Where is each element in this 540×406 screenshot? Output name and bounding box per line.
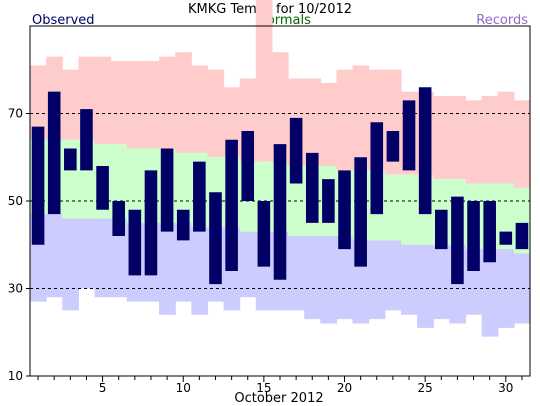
observed-bar bbox=[289, 117, 303, 184]
record-low-band bbox=[304, 236, 321, 320]
observed-bar bbox=[193, 161, 206, 232]
y-tick-label: 70 bbox=[8, 107, 23, 121]
gridline-layer bbox=[30, 113, 530, 289]
observed-bar bbox=[418, 87, 432, 215]
record-low-band bbox=[417, 244, 434, 328]
observed-bar bbox=[499, 231, 513, 245]
observed-bar bbox=[370, 122, 384, 215]
record-high-band bbox=[352, 65, 370, 171]
observed-bar bbox=[483, 201, 496, 263]
observed-bar bbox=[225, 139, 238, 271]
legend-records: Records bbox=[476, 13, 528, 28]
observed-bar bbox=[160, 148, 174, 232]
record-low-band bbox=[94, 218, 112, 298]
observed-bar bbox=[402, 100, 416, 171]
record-high-band bbox=[497, 91, 515, 184]
observed-bar bbox=[96, 166, 109, 210]
record-low-band bbox=[175, 222, 192, 302]
observed-bar bbox=[64, 148, 77, 171]
record-high-band bbox=[336, 69, 354, 171]
observed-bar bbox=[209, 192, 222, 285]
observed-bar bbox=[515, 222, 529, 250]
record-low-band bbox=[78, 218, 96, 289]
x-tick-label: 30 bbox=[498, 381, 513, 395]
normal-band bbox=[126, 148, 144, 223]
observed-bar bbox=[80, 109, 93, 171]
record-high-band bbox=[159, 56, 176, 149]
normal-band bbox=[175, 152, 192, 223]
record-low-band bbox=[46, 214, 63, 298]
record-high-band bbox=[126, 61, 144, 149]
tick-layer: 5 10 15 20 25 30 10 30 50 70 bbox=[8, 107, 523, 395]
x-tick-label: 10 bbox=[176, 381, 191, 395]
record-high-band bbox=[271, 52, 289, 162]
record-high-band bbox=[320, 82, 338, 166]
x-tick-label: 25 bbox=[418, 381, 433, 395]
record-high-band bbox=[30, 65, 47, 140]
record-high-band bbox=[255, 0, 273, 162]
record-low-band bbox=[320, 236, 338, 324]
record-high-band bbox=[110, 61, 128, 145]
y-tick-label: 50 bbox=[8, 194, 23, 208]
observed-bar bbox=[112, 201, 125, 236]
observed-bar bbox=[386, 131, 400, 162]
observed-bar bbox=[467, 201, 480, 271]
observed-bar bbox=[451, 196, 464, 285]
record-high-band bbox=[175, 52, 192, 153]
observed-bar bbox=[305, 152, 319, 223]
y-tick-label: 30 bbox=[8, 282, 23, 296]
observed-bar bbox=[144, 170, 158, 276]
record-low-band bbox=[288, 236, 305, 311]
record-high-band bbox=[94, 56, 112, 145]
record-low-band bbox=[384, 240, 402, 311]
observed-bar bbox=[257, 201, 271, 267]
record-high-band bbox=[465, 100, 483, 184]
record-low-band bbox=[159, 222, 176, 315]
x-tick-label: 5 bbox=[99, 381, 107, 395]
normal-band bbox=[110, 144, 128, 219]
record-high-band bbox=[481, 96, 499, 184]
record-low-band bbox=[481, 249, 499, 337]
observed-bar bbox=[31, 126, 45, 245]
record-high-band bbox=[62, 69, 79, 140]
observed-bar bbox=[338, 170, 351, 250]
observed-bar bbox=[176, 209, 190, 241]
record-high-band bbox=[449, 96, 467, 180]
x-tick-label: 15 bbox=[256, 381, 271, 395]
normal-band bbox=[400, 174, 418, 245]
record-high-band bbox=[304, 78, 321, 166]
normal-band bbox=[384, 174, 402, 241]
record-high-band bbox=[207, 69, 225, 158]
record-high-band bbox=[433, 96, 450, 180]
observed-bar-layer bbox=[31, 87, 529, 285]
record-high-band bbox=[191, 65, 209, 153]
legend-observed: Observed bbox=[32, 13, 95, 28]
record-low-band bbox=[239, 231, 257, 298]
x-axis-label: October 2012 bbox=[234, 391, 323, 406]
x-tick-label: 20 bbox=[337, 381, 352, 395]
record-low-band bbox=[433, 244, 450, 320]
record-low-band bbox=[368, 240, 386, 320]
record-low-band bbox=[62, 218, 79, 311]
observed-bar bbox=[241, 131, 255, 201]
observed-bar bbox=[273, 144, 287, 280]
record-high-band bbox=[513, 100, 531, 188]
observed-bar bbox=[354, 157, 367, 267]
record-low-band bbox=[191, 227, 209, 315]
record-low-band bbox=[400, 244, 418, 315]
observed-bar bbox=[128, 209, 142, 276]
y-tick-label: 10 bbox=[8, 369, 23, 383]
record-low-band bbox=[110, 218, 128, 298]
record-low-band bbox=[336, 236, 354, 320]
observed-bar bbox=[47, 91, 61, 215]
observed-bar bbox=[435, 209, 448, 250]
record-high-band bbox=[142, 61, 160, 149]
observed-bar bbox=[322, 179, 335, 223]
